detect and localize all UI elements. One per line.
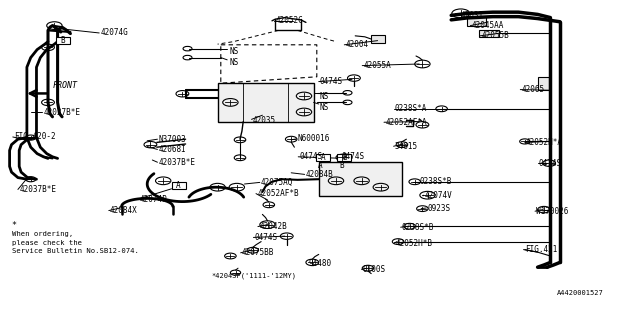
Text: 0474S: 0474S <box>539 159 562 168</box>
Bar <box>467 16 486 26</box>
Text: 42037B*E: 42037B*E <box>19 185 56 194</box>
Text: FRONT: FRONT <box>52 81 77 90</box>
Text: A4420001527: A4420001527 <box>557 290 604 296</box>
Bar <box>319 162 402 196</box>
Text: W170026: W170026 <box>536 207 569 216</box>
Text: 42052C: 42052C <box>275 16 303 25</box>
Text: B: B <box>60 36 65 45</box>
Text: B: B <box>339 161 344 170</box>
Text: 0238S*B: 0238S*B <box>402 223 435 232</box>
Text: 42068I: 42068I <box>159 145 186 154</box>
Text: please check the: please check the <box>12 240 81 245</box>
Bar <box>479 30 499 37</box>
Text: 0474S: 0474S <box>341 152 364 161</box>
Text: 42084B: 42084B <box>306 170 333 179</box>
Text: A: A <box>176 181 181 190</box>
Text: NS: NS <box>229 58 238 67</box>
Text: 42055A: 42055A <box>364 61 391 70</box>
Text: FIG.421: FIG.421 <box>525 245 557 254</box>
Bar <box>337 154 351 161</box>
Text: 42037B*E: 42037B*E <box>44 108 81 116</box>
Bar <box>538 77 549 90</box>
Text: N37003: N37003 <box>159 135 186 144</box>
Text: A: A <box>321 153 326 162</box>
Text: 0238S*A: 0238S*A <box>395 104 428 113</box>
Text: 42065: 42065 <box>522 85 545 94</box>
Bar <box>56 37 70 44</box>
Text: 42074P: 42074P <box>140 195 167 204</box>
Text: 0238S*B: 0238S*B <box>419 177 452 186</box>
Bar <box>172 182 186 189</box>
Text: 0474S: 0474S <box>320 77 343 86</box>
Text: *42043F('1111-'12MY): *42043F('1111-'12MY) <box>211 273 296 279</box>
Text: 42045AA: 42045AA <box>472 21 504 30</box>
Bar <box>218 83 314 122</box>
Text: 42075AQ: 42075AQ <box>261 178 294 187</box>
Text: 0923S: 0923S <box>428 204 451 212</box>
Text: 42035: 42035 <box>253 116 276 124</box>
Text: When ordering,: When ordering, <box>12 231 73 237</box>
Text: 42052H*B: 42052H*B <box>396 239 433 248</box>
Text: *: * <box>12 221 17 230</box>
Text: N600016: N600016 <box>298 134 330 143</box>
Text: 34615: 34615 <box>395 142 418 151</box>
Bar <box>316 154 330 161</box>
Text: NS: NS <box>229 47 238 56</box>
Text: FIG.420-2: FIG.420-2 <box>14 132 56 141</box>
Text: 42084X: 42084X <box>110 206 138 215</box>
Text: Service Bulletin No.SB12-074.: Service Bulletin No.SB12-074. <box>12 248 138 254</box>
Text: 0474S: 0474S <box>255 233 278 242</box>
Text: 42042B: 42042B <box>259 222 287 231</box>
Text: B: B <box>342 153 347 162</box>
Text: A: A <box>318 161 323 170</box>
Text: 42037B*E: 42037B*E <box>159 158 196 167</box>
Text: 42075BB: 42075BB <box>242 248 275 257</box>
Text: 42052H*A: 42052H*A <box>526 138 563 147</box>
Bar <box>371 35 385 43</box>
Text: 42074V: 42074V <box>424 191 452 200</box>
Text: NS: NS <box>320 103 329 112</box>
Text: 0474S: 0474S <box>300 152 323 161</box>
Text: 0100S: 0100S <box>363 265 386 274</box>
Text: 42074G: 42074G <box>101 28 129 37</box>
Text: 42055B: 42055B <box>481 31 509 40</box>
Text: 42031: 42031 <box>461 11 484 20</box>
Text: NS: NS <box>320 92 329 100</box>
Text: 94480: 94480 <box>308 260 332 268</box>
Text: 42004: 42004 <box>346 40 369 49</box>
Text: 42052AF*A: 42052AF*A <box>385 118 427 127</box>
Text: 42052AF*B: 42052AF*B <box>257 189 299 198</box>
